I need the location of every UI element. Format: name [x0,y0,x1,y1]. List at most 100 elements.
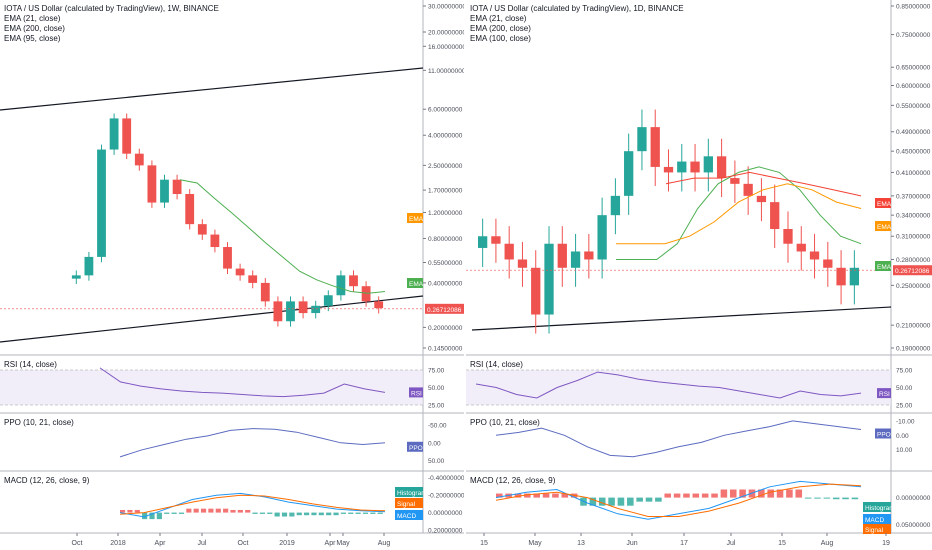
price-candle-body [690,161,700,173]
price-tick-label: 0.55000000 [896,103,931,110]
macd-histogram-bar [333,512,339,516]
price-candle-body [544,243,554,315]
right-rsi-title: RSI (14, close) [470,360,523,369]
ppo-tag-bg [407,441,423,452]
price-candle-body [491,236,501,244]
macd-histogram-bar [655,497,662,502]
right-chart-svg[interactable]: 0.85000000 0.75000000 0.65000000 0.60000000… [466,0,932,550]
price-tick-label: 0.21000000 [896,323,931,330]
ema-tag-bg [875,261,891,271]
price-candle-body [273,301,283,322]
price-candle-body [836,267,846,286]
macd-histogram-bar [377,512,383,514]
rsi-tick-label: 75.00 [896,368,913,375]
left-chart-panel[interactable]: 30.00000000 20.00000000 16.00000000 11.0000… [0,0,464,550]
price-candle-body [703,156,713,173]
macd-tick-label: 0.00000000 [896,495,931,502]
macd-histogram-bar [842,497,849,500]
price-tick-label: 11.00000000 [428,68,464,75]
macd-histogram-bar [776,489,784,498]
signal-line [495,483,862,517]
price-tick-label: 0.34000000 [896,213,931,220]
macd-tag: Histogram [865,505,895,512]
macd-histogram-bar [561,493,569,498]
macd-tick-label: 0.05000000 [896,522,931,529]
left-legend: IOTA / US Dollar (calculated by TradingV… [4,4,219,44]
macd-histogram-bar [739,489,746,498]
price-tick-label: 0.75000000 [896,32,931,39]
ppo-tick-label: -50.00 [428,423,447,430]
macd-histogram-bar [178,512,185,514]
time-label: 2018 [110,540,126,547]
macd-histogram-bar [496,493,503,498]
macd-histogram-bar [193,508,199,513]
ema-tag: EMA [877,264,892,271]
macd-histogram-bar [823,497,831,499]
macd-tag: Signal [865,527,884,534]
macd-histogram-bar [804,497,812,499]
time-label: Jul [727,540,736,547]
left-chart-svg[interactable]: 30.00000000 20.00000000 16.00000000 11.0000… [0,0,464,550]
macd-histogram-bar [542,493,550,498]
price-candle-body [134,153,144,166]
macd-tag-bg [395,498,423,508]
price-candle-body [71,275,81,279]
macd-histogram-bar [215,508,221,513]
price-tick-label: 0.20000000 [428,325,463,332]
price-candle-body [197,224,207,235]
macd-tag: MACD [865,517,884,524]
price-candle-body [185,194,195,225]
price-candle-body [147,165,157,203]
price-candle-body [756,195,767,203]
price-candle-body [783,229,793,244]
macd-histogram-bar [230,509,236,513]
price-candle-body [122,118,132,154]
time-label: 13 [577,540,585,547]
macd-histogram-bar [348,512,354,514]
price-tick-label: 4.00000000 [428,133,463,140]
macd-histogram-bar [786,489,793,498]
macd-histogram-bar [514,493,522,498]
time-label: May [336,540,350,547]
ppo-tick-label: 0.00 [896,433,909,440]
price-tick-label: 0.80000000 [428,236,463,243]
rsi-tag-bg [409,387,423,398]
macd-histogram-bar [720,489,728,498]
ppo-tick-label: 0.00 [428,440,441,447]
left-rsi-title: RSI (14, close) [4,360,57,369]
time-label: Oct [238,540,249,547]
price-candle-body [477,236,488,248]
macd-histogram-bar [237,509,243,513]
price-tick-label: 0.37000000 [896,193,931,200]
left-legend-ema-3: EMA (95, close) [4,34,61,43]
price-candle-body [248,275,258,283]
macd-histogram-bar [673,493,681,498]
macd-histogram-bar [362,512,369,514]
price-candle-body [336,275,346,296]
macd-histogram-bar [259,512,266,514]
right-chart-panel[interactable]: 0.85000000 0.75000000 0.65000000 0.60000000… [466,0,932,550]
time-label: 17 [680,540,688,547]
macd-histogram-bar [598,497,606,506]
price-tick-label: 0.31000000 [896,234,931,241]
price-tick-label: 0.49000000 [896,129,931,136]
time-label: Jun [626,540,637,547]
macd-tag-bg [863,524,891,534]
macd-histogram-bar [171,512,177,514]
time-label: 19 [882,540,890,547]
price-tick-label: 2.50000000 [428,163,463,170]
price-candle-body [584,251,594,260]
rsi-band [466,370,891,405]
macd-histogram-bar [608,497,615,506]
rsi-tick-label: 50.00 [896,385,913,392]
price-candle-body [349,275,358,287]
macd-histogram-bar [851,497,859,500]
price-candle-body [796,243,806,252]
price-candle-body [637,127,647,152]
macd-histogram-bar [692,493,700,498]
macd-histogram-bar [318,512,324,516]
price-tick-label: 0.65000000 [896,65,931,72]
macd-histogram-bar [326,512,332,516]
last-price-tag-bg [893,265,932,276]
ema-21-line [616,166,862,260]
